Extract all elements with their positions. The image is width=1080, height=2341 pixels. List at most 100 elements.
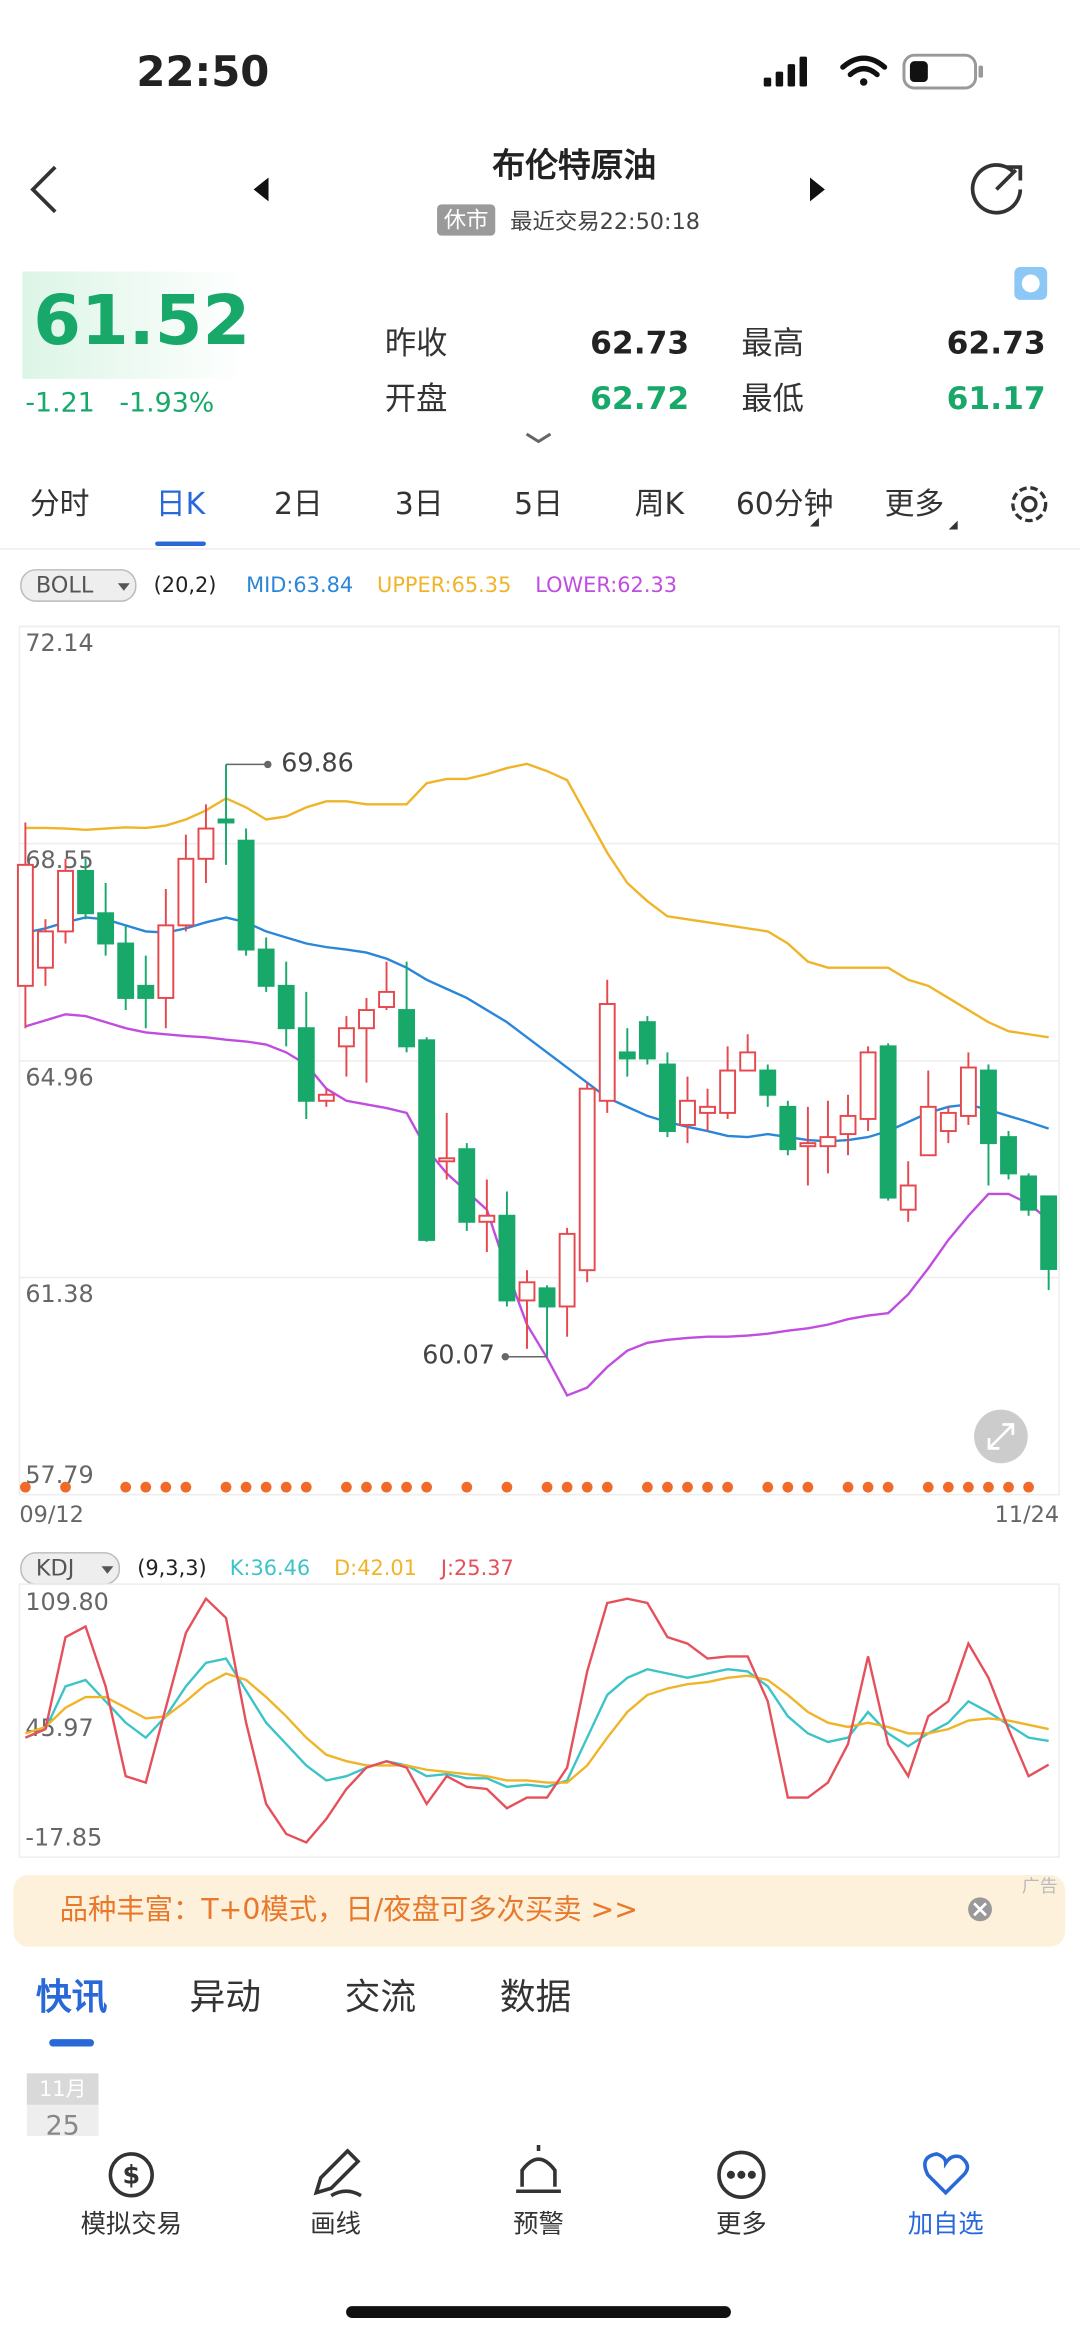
news-day: 25 [46,2111,80,2142]
ad-text[interactable]: 品种丰富：T+0模式，日/夜盘可多次买卖 >> [60,1893,638,1926]
candle-body [177,857,195,927]
period-tab[interactable]: 日K [156,487,207,522]
ad-close[interactable] [968,1897,992,1922]
candle-body [237,839,255,951]
price-change-pct: -1.93% [119,388,214,419]
candle-body [899,1184,917,1211]
candle-body [739,1051,757,1072]
candle-body [378,990,395,1008]
signal-dot [922,1481,934,1493]
signal-dot [561,1481,573,1493]
tab-underline [155,541,206,546]
candle-body [879,1045,897,1199]
signal-dot [942,1481,954,1493]
candle-body [819,1136,837,1148]
nav-icon[interactable]: $ [108,2144,970,2199]
indicator-legend: J:25.37 [439,1556,514,1580]
refresh-button[interactable] [970,163,1023,215]
indicator-legend: UPPER:65.35 [377,573,511,597]
boll-line [25,1013,1050,1397]
period-tab[interactable]: 5日 [514,487,563,522]
candle-body [839,1114,857,1136]
back-button[interactable] [30,165,57,214]
indicator-name[interactable]: BOLL [36,573,94,599]
news-tab[interactable]: 数据 [500,1977,572,2018]
nav-label[interactable]: 预警 [513,2209,564,2239]
signal-dot [541,1481,553,1493]
candle-body [257,948,275,987]
candle-body [699,1105,716,1114]
status-time: 22:50 [136,47,269,96]
news-tab[interactable]: 异动 [189,1977,261,2018]
period-tab[interactable]: 周K [635,487,686,522]
candle-body [1000,1136,1017,1175]
expand-chevron[interactable] [525,432,552,444]
field-label: 最低 [741,381,804,417]
candle-body [217,818,235,824]
period-tab[interactable]: 60分钟 [736,487,834,522]
signal-dot [60,1481,71,1493]
candle-body [498,1214,516,1302]
dropdown-mark [809,517,819,527]
period-tab[interactable]: 2日 [274,487,323,522]
candle-body [16,863,34,987]
wifi-icon [840,55,888,86]
period-tab[interactable]: 3日 [395,487,444,522]
candle-body [117,942,135,999]
candle-body [157,924,175,999]
signal-dot [220,1481,232,1493]
signal-dot [341,1481,352,1493]
signal-dot [641,1481,653,1493]
ad-banner[interactable] [13,1875,1066,1947]
date-badge-top [26,2073,99,2105]
chart-icon[interactable] [1014,267,1048,300]
signal-dot [862,1481,874,1493]
battery-icon [902,53,984,90]
signal-dot [381,1481,392,1493]
nav-label[interactable]: 模拟交易 [81,2209,182,2239]
candle-body [558,1232,576,1308]
candle-body [980,1069,997,1145]
candle-body [759,1069,777,1096]
signal-dot [722,1481,733,1493]
annotation-dot [264,760,272,769]
candle-body [297,1027,315,1102]
candle-body [438,1157,456,1163]
candle-body [538,1287,556,1308]
next-button[interactable] [809,177,825,202]
indicator-select[interactable] [20,569,137,602]
indicator-name[interactable]: KDJ [36,1556,74,1582]
signal-dot [682,1481,693,1493]
settings-button[interactable] [1011,486,1048,523]
nav-label[interactable]: 加自选 [908,2209,984,2239]
annotation-label: 60.07 [422,1340,495,1370]
candle-body [719,1069,737,1114]
nav-label[interactable]: 画线 [310,2209,361,2239]
price-change: -1.21 [25,388,94,419]
signal-dot [662,1481,673,1493]
candle-body [659,1063,676,1133]
kdj-line [24,1596,1050,1844]
candle-body [939,1111,957,1133]
svg-text:$: $ [122,2159,140,2189]
prev-button[interactable] [253,177,269,202]
field-value: 62.73 [947,326,1046,362]
news-tab[interactable]: 交流 [345,1977,417,2018]
y-tick-label: 45.97 [25,1714,93,1742]
news-tab[interactable]: 快讯 [36,1977,108,2018]
signal-dot [140,1481,152,1493]
signal-dot [260,1481,272,1493]
nav-label[interactable]: 更多 [716,2209,767,2239]
y-tick-label: 109.80 [25,1588,109,1616]
candle-body [959,1066,977,1117]
candle-body [398,1009,416,1048]
period-tab[interactable]: 更多 [885,487,945,522]
period-tab[interactable]: 分时 [30,487,90,522]
signal-dot [762,1481,774,1493]
last-price: 61.52 [33,281,250,361]
kdj-line [24,1657,1049,1789]
annotation-label: 69.86 [281,747,354,777]
signal-dot [1003,1481,1014,1493]
